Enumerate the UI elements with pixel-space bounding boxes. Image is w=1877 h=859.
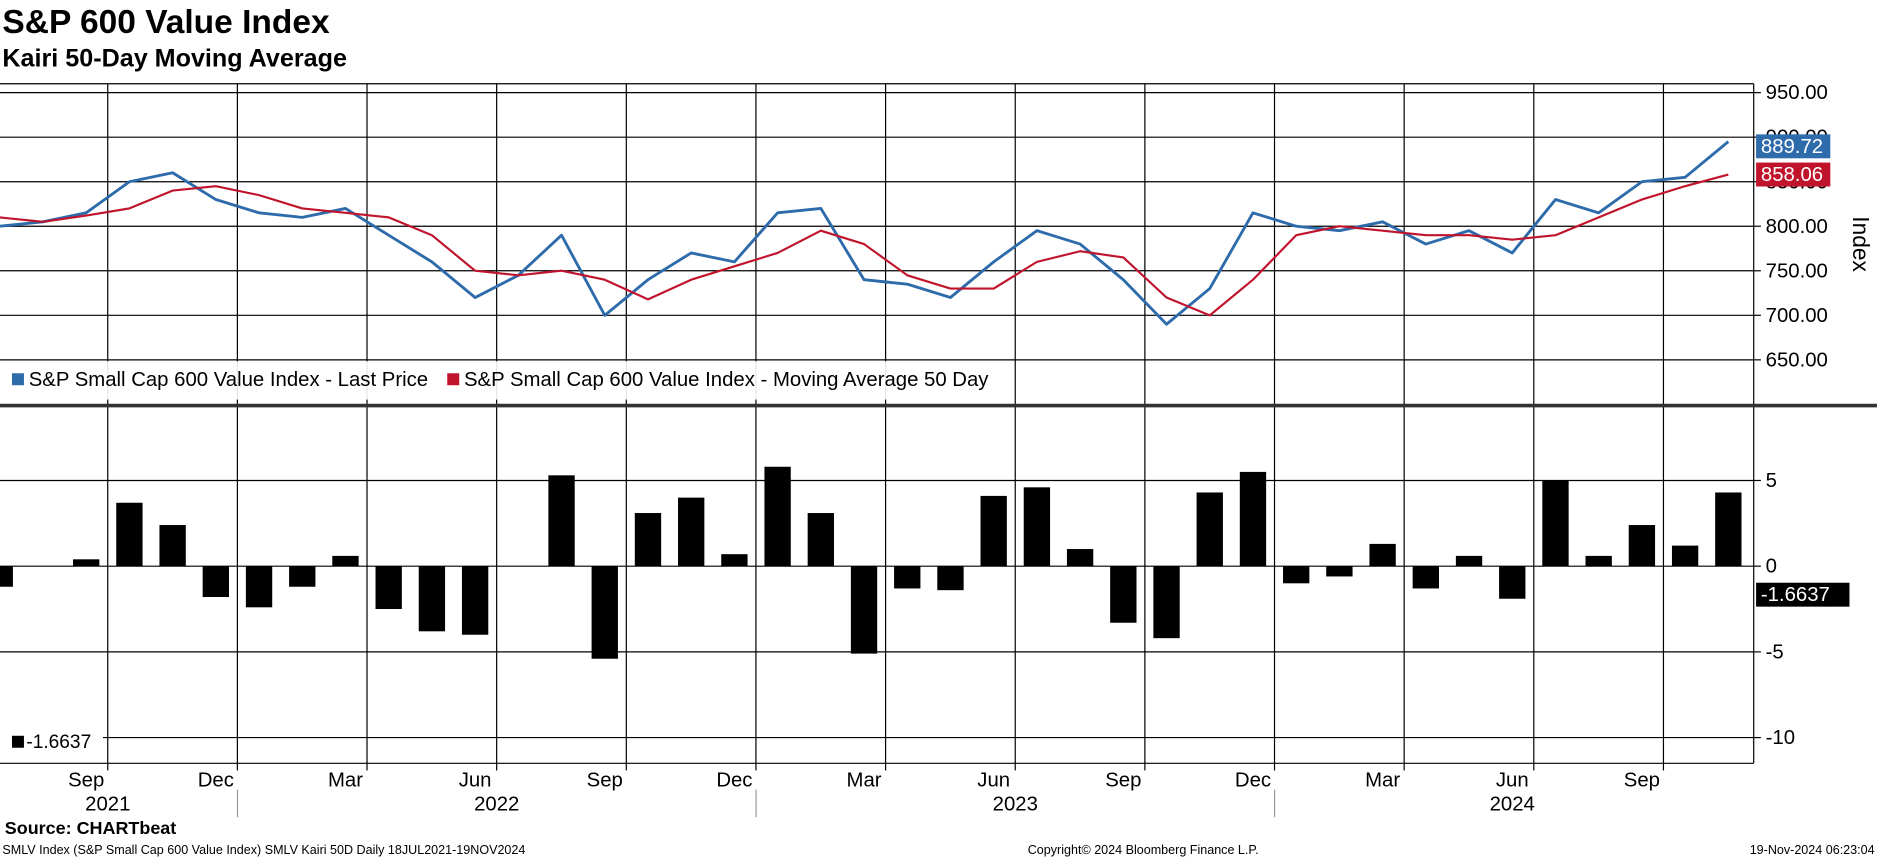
- bar: [202, 566, 229, 598]
- x-tick-label: Dec: [1235, 770, 1271, 792]
- x-tick-label: Dec: [716, 770, 752, 792]
- bar: [1239, 471, 1267, 567]
- chart-title: S&P 600 Value Index: [2, 4, 330, 41]
- bar: [418, 566, 446, 632]
- year-label: 2022: [474, 794, 519, 816]
- x-tick-label: Jun: [1496, 770, 1529, 792]
- last-value-label: 858.06: [1761, 164, 1823, 186]
- x-tick-label: Jun: [977, 770, 1010, 792]
- bar: [73, 559, 100, 567]
- y-tick-label: 800.00: [1766, 216, 1828, 238]
- y-tick-label: -10: [1766, 727, 1795, 749]
- bar: [980, 495, 1007, 567]
- bar: [1283, 566, 1310, 584]
- last-value-box: [1756, 134, 1831, 159]
- legend-swatch: [11, 373, 24, 386]
- x-tick-label: Sep: [68, 770, 104, 792]
- footer-center: Copyright© 2024 Bloomberg Finance L.P.: [1028, 843, 1259, 857]
- year-label: 2024: [1490, 794, 1535, 816]
- footer-left: SMLV Index (S&P Small Cap 600 Value Inde…: [2, 843, 525, 857]
- bar: [1369, 543, 1396, 567]
- bar: [591, 566, 618, 659]
- bar: [159, 525, 186, 567]
- y-tick-label: 950.00: [1766, 82, 1828, 104]
- source: Source: CHARTbeat: [5, 818, 176, 838]
- bar: [1326, 566, 1353, 577]
- bar: [1412, 566, 1439, 589]
- y-tick-label: 5: [1766, 470, 1777, 492]
- last-value-box: [1756, 162, 1831, 187]
- x-tick-label: Mar: [847, 770, 882, 792]
- y-tick-label: 650.00: [1766, 349, 1828, 371]
- series-line: [0, 140, 1730, 326]
- x-tick-label: Jun: [459, 770, 492, 792]
- bar: [937, 566, 964, 591]
- bar: [1499, 566, 1526, 599]
- last-value-label: -1.6637: [1761, 584, 1830, 606]
- legend-label: S&P Small Cap 600 Value Index - Last Pri…: [29, 369, 428, 391]
- legend-label: S&P Small Cap 600 Value Index - Moving A…: [464, 369, 989, 391]
- legend-label: -1.6637: [26, 732, 91, 753]
- bar: [1110, 566, 1137, 623]
- y-tick-label: 0: [1766, 556, 1777, 578]
- bar: [375, 566, 402, 610]
- bar: [894, 566, 921, 589]
- bar: [548, 475, 575, 567]
- bar: [1542, 480, 1569, 567]
- x-tick-label: Sep: [1624, 770, 1660, 792]
- x-tick-label: Dec: [198, 770, 234, 792]
- x-tick-label: Mar: [328, 770, 363, 792]
- bar: [461, 566, 489, 635]
- bar: [1628, 525, 1656, 567]
- x-tick-label: Sep: [1105, 770, 1141, 792]
- bar: [1671, 545, 1699, 567]
- bar: [332, 555, 359, 567]
- y-tick-label: 700.00: [1766, 305, 1828, 327]
- legend-swatch: [447, 373, 460, 386]
- last-value-box: [1756, 582, 1850, 607]
- bar: [1585, 555, 1612, 567]
- bar: [721, 554, 748, 567]
- bar: [807, 513, 834, 567]
- bar: [1715, 492, 1742, 567]
- bar: [678, 497, 705, 567]
- last-value-label: 889.72: [1761, 136, 1823, 158]
- bar: [245, 566, 273, 608]
- bar: [1153, 566, 1180, 639]
- bar: [1196, 492, 1223, 567]
- bar: [1455, 555, 1483, 567]
- bar: [0, 566, 13, 587]
- bar: [1066, 549, 1094, 567]
- bar: [850, 566, 878, 654]
- year-label: 2021: [85, 794, 130, 816]
- y-axis-label: Index: [1848, 216, 1874, 272]
- bar: [764, 466, 791, 567]
- bar: [634, 513, 662, 567]
- y-tick-label: -5: [1766, 641, 1784, 663]
- legend-swatch: [11, 735, 24, 748]
- bar: [116, 502, 143, 567]
- legend-bg: [0, 361, 1012, 400]
- year-label: 2023: [993, 794, 1038, 816]
- x-tick-label: Mar: [1365, 770, 1400, 792]
- series-line: [0, 173, 1729, 317]
- x-tick-label: Sep: [587, 770, 623, 792]
- y-tick-label: 750.00: [1766, 260, 1828, 282]
- chart-subtitle: Kairi 50-Day Moving Average: [2, 44, 347, 72]
- bar: [289, 566, 316, 587]
- footer-right: 19-Nov-2024 06:23:04: [1750, 843, 1875, 857]
- bar: [1023, 487, 1051, 567]
